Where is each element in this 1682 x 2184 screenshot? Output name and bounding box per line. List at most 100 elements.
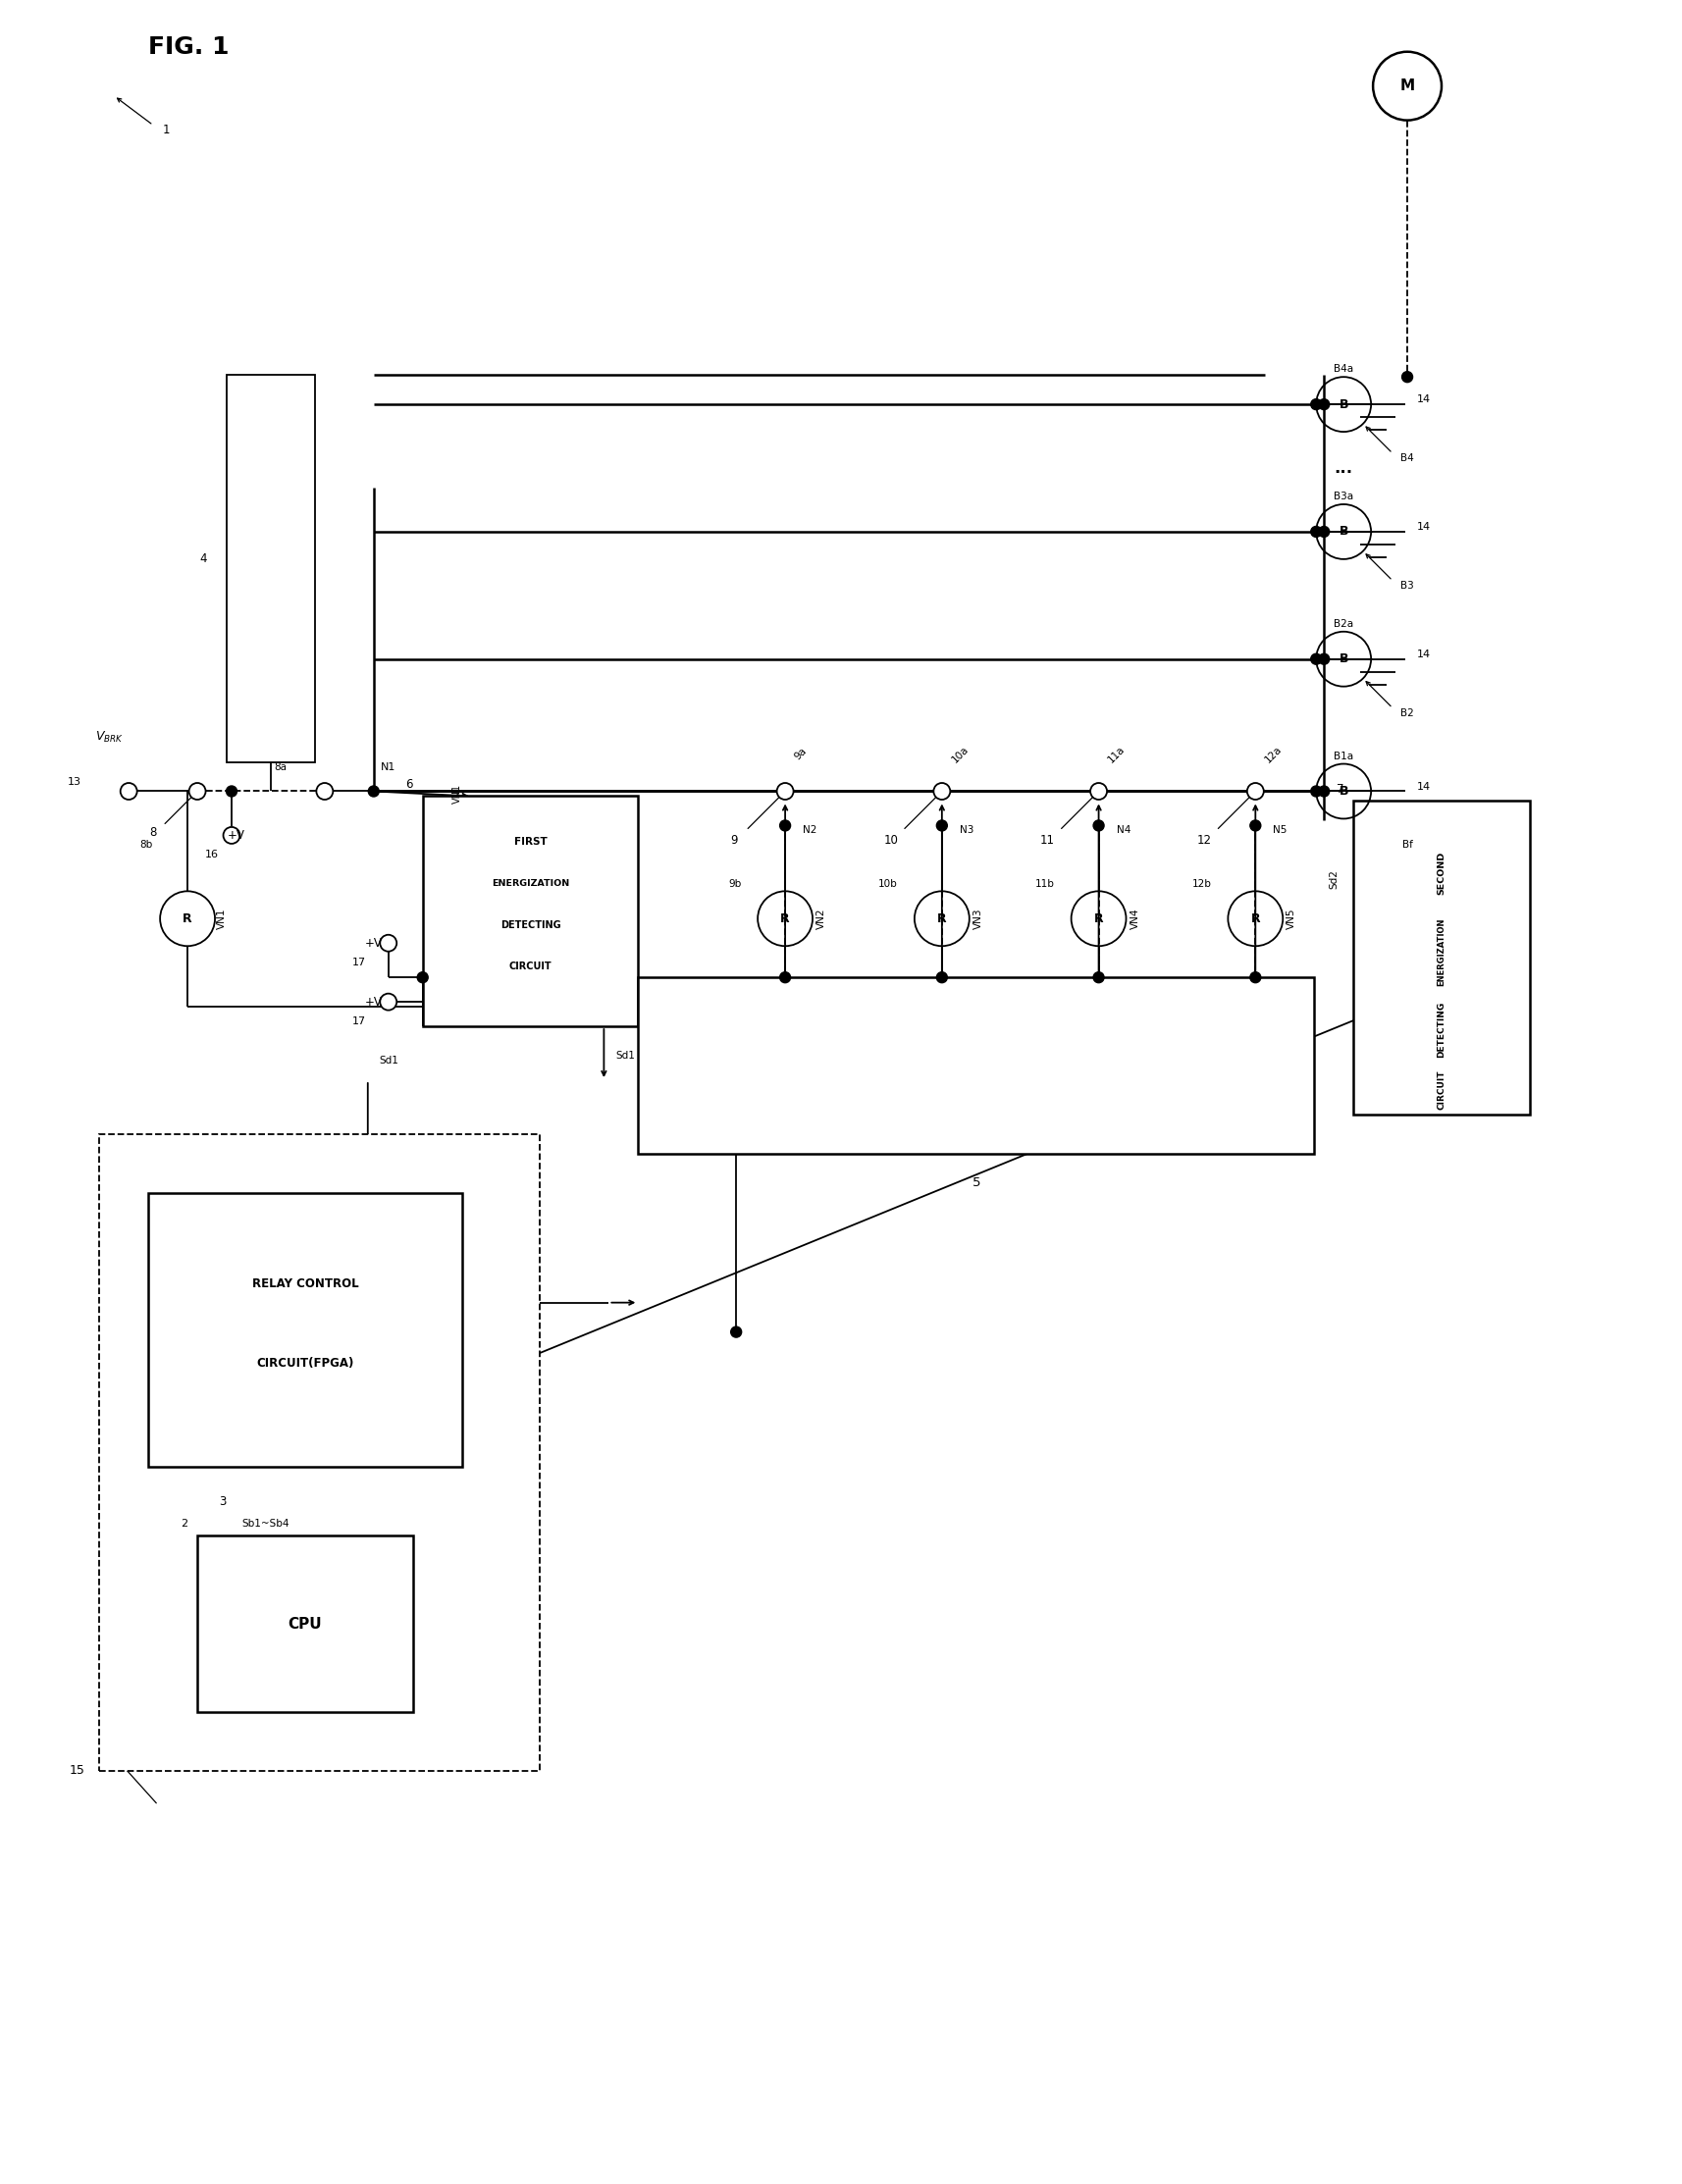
Text: 7: 7 bbox=[1336, 782, 1342, 795]
Text: Sd1: Sd1 bbox=[616, 1051, 634, 1061]
Text: 14: 14 bbox=[1416, 522, 1430, 531]
Text: 14: 14 bbox=[1416, 782, 1430, 791]
Text: Sd1: Sd1 bbox=[380, 1055, 399, 1066]
Circle shape bbox=[1310, 653, 1320, 664]
Text: 13: 13 bbox=[67, 778, 82, 786]
Text: 12a: 12a bbox=[1263, 745, 1283, 764]
Text: $V_{BRK}$: $V_{BRK}$ bbox=[94, 729, 123, 745]
Text: 8a: 8a bbox=[274, 762, 288, 771]
Text: DETECTING: DETECTING bbox=[500, 919, 560, 930]
Bar bbox=[148, 1192, 461, 1468]
Text: N5: N5 bbox=[1272, 826, 1287, 834]
Text: B3a: B3a bbox=[1332, 491, 1352, 502]
Text: B2: B2 bbox=[1399, 708, 1413, 719]
Text: B: B bbox=[1339, 653, 1347, 666]
Text: N4: N4 bbox=[1115, 826, 1130, 834]
Text: 14: 14 bbox=[1416, 649, 1430, 660]
Circle shape bbox=[380, 994, 397, 1011]
Text: N3: N3 bbox=[959, 826, 974, 834]
Text: 6: 6 bbox=[405, 778, 412, 791]
Circle shape bbox=[1310, 400, 1320, 411]
Circle shape bbox=[380, 935, 397, 952]
Text: ...: ... bbox=[1334, 459, 1352, 476]
Bar bbox=[637, 978, 1314, 1153]
Text: +V: +V bbox=[365, 937, 382, 950]
Circle shape bbox=[316, 782, 333, 799]
Text: 11: 11 bbox=[1039, 834, 1055, 847]
Text: 10a: 10a bbox=[949, 745, 969, 764]
Circle shape bbox=[224, 828, 241, 843]
Text: B4a: B4a bbox=[1332, 365, 1352, 373]
Circle shape bbox=[779, 821, 791, 830]
Circle shape bbox=[1310, 786, 1320, 797]
Circle shape bbox=[1319, 786, 1329, 797]
Circle shape bbox=[1090, 782, 1107, 799]
Text: ENERGIZATION: ENERGIZATION bbox=[1436, 917, 1445, 985]
Text: 8: 8 bbox=[150, 826, 156, 839]
Text: R: R bbox=[937, 913, 945, 926]
Text: 14: 14 bbox=[1416, 395, 1430, 404]
Text: VN1: VN1 bbox=[217, 909, 227, 928]
Bar bbox=[227, 376, 315, 762]
Text: 11b: 11b bbox=[1034, 880, 1055, 889]
Bar bbox=[1352, 802, 1529, 1114]
Text: N1: N1 bbox=[380, 762, 395, 771]
Text: 10b: 10b bbox=[878, 880, 897, 889]
Text: CPU: CPU bbox=[288, 1616, 321, 1631]
Circle shape bbox=[1310, 526, 1320, 537]
Circle shape bbox=[777, 782, 792, 799]
Circle shape bbox=[121, 782, 136, 799]
Text: +V: +V bbox=[365, 996, 382, 1009]
Text: B2a: B2a bbox=[1332, 618, 1352, 629]
Text: B1a: B1a bbox=[1332, 751, 1352, 760]
Bar bbox=[422, 797, 637, 1026]
Circle shape bbox=[1401, 371, 1411, 382]
Text: 1: 1 bbox=[163, 124, 170, 135]
Text: Sd2: Sd2 bbox=[1329, 869, 1337, 889]
Text: M: M bbox=[1399, 79, 1415, 94]
Text: R: R bbox=[1250, 913, 1260, 926]
Text: B: B bbox=[1339, 397, 1347, 411]
Text: VN1: VN1 bbox=[452, 784, 461, 804]
Circle shape bbox=[225, 786, 237, 797]
Text: N2: N2 bbox=[802, 826, 816, 834]
Text: 3: 3 bbox=[219, 1496, 227, 1507]
Circle shape bbox=[188, 782, 205, 799]
Text: R: R bbox=[183, 913, 192, 926]
Circle shape bbox=[1093, 972, 1103, 983]
Circle shape bbox=[934, 782, 950, 799]
Circle shape bbox=[417, 972, 427, 983]
Text: B4: B4 bbox=[1399, 454, 1413, 463]
Text: CIRCUIT: CIRCUIT bbox=[1436, 1070, 1445, 1109]
Text: B: B bbox=[1339, 526, 1347, 537]
Text: 17: 17 bbox=[352, 959, 365, 968]
Text: CIRCUIT: CIRCUIT bbox=[508, 961, 552, 972]
Circle shape bbox=[1093, 821, 1103, 830]
Text: RELAY CONTROL: RELAY CONTROL bbox=[252, 1278, 358, 1291]
Circle shape bbox=[368, 786, 378, 797]
Text: R: R bbox=[1093, 913, 1103, 926]
Text: R: R bbox=[780, 913, 789, 926]
Text: 9: 9 bbox=[730, 834, 737, 847]
Text: 5: 5 bbox=[972, 1177, 981, 1190]
Text: VN4: VN4 bbox=[1129, 909, 1139, 928]
Text: VN3: VN3 bbox=[972, 909, 982, 928]
Circle shape bbox=[730, 1326, 742, 1337]
Text: ENERGIZATION: ENERGIZATION bbox=[491, 880, 569, 889]
Circle shape bbox=[1250, 821, 1260, 830]
Text: VN2: VN2 bbox=[816, 909, 826, 928]
Text: 8b: 8b bbox=[140, 841, 153, 850]
Text: 2: 2 bbox=[180, 1520, 187, 1529]
Text: CIRCUIT(FPGA): CIRCUIT(FPGA) bbox=[256, 1356, 353, 1369]
Text: FIG. 1: FIG. 1 bbox=[148, 35, 229, 59]
Circle shape bbox=[1319, 653, 1329, 664]
Text: 17: 17 bbox=[352, 1016, 365, 1026]
Circle shape bbox=[1319, 400, 1329, 411]
Text: 11a: 11a bbox=[1105, 745, 1127, 764]
Bar bbox=[197, 1535, 412, 1712]
Text: 9b: 9b bbox=[728, 880, 740, 889]
Text: 15: 15 bbox=[69, 1765, 84, 1778]
Text: 10: 10 bbox=[883, 834, 898, 847]
Text: 12: 12 bbox=[1196, 834, 1211, 847]
Text: DETECTING: DETECTING bbox=[1436, 1002, 1445, 1057]
